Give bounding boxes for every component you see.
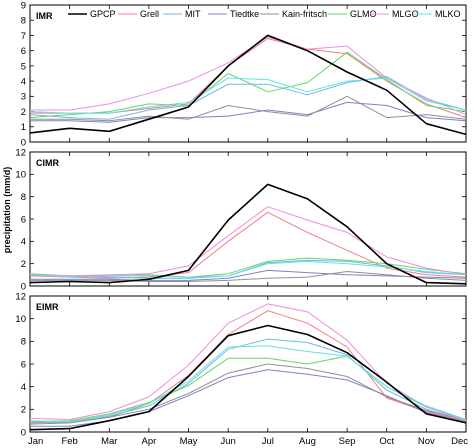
series-line-mlgo-cimr (29, 206, 467, 277)
series-line-glmo-imr (29, 51, 467, 119)
y-tick-label: 10 (15, 314, 26, 325)
series-line-gpcp-eimr (29, 324, 467, 431)
panels: 0123456789IMR024681012CIMR024681012EIMRJ… (15, 0, 468, 447)
x-tick-label: Dec (451, 436, 468, 447)
panel-cimr: 0 2 4 6 8 10 12 CIMR (15, 147, 467, 292)
legend-label: Grell (140, 9, 159, 19)
legend-item-kain-fritsch: Kain-fritsch (260, 9, 327, 19)
y-tick-label: 0 (21, 427, 26, 438)
y-tick-label: 12 (15, 291, 26, 302)
y-tick-label: 4 (21, 77, 26, 88)
y-tick-label: 2 (21, 107, 26, 118)
y-tick-label: 9 (21, 0, 26, 11)
legend-item-glmo: GLMO (328, 9, 377, 19)
y-tick-label: 5 (21, 61, 26, 72)
x-tick-label: Oct (379, 436, 394, 447)
y-tick-label: 0 (21, 281, 26, 292)
y-tick-label: 0 (21, 137, 26, 148)
series-line-kain-fritsch-eimr (29, 363, 467, 425)
legend-item-mit: MIT (163, 9, 201, 19)
legend-label: MLGO (392, 9, 419, 19)
series-line-tiedtke-imr (30, 101, 467, 123)
x-tick-label: Jun (221, 436, 236, 447)
series-line-mlko-cimr (29, 260, 467, 278)
y-tick-label: 6 (21, 46, 26, 57)
panel-frame (29, 295, 467, 433)
panel-imr: 0 1 2 3 4 5 6 7 8 9 IMR (21, 0, 467, 148)
x-tick-label: Nov (418, 436, 435, 447)
legend-item-mlgo: MLGO (370, 9, 419, 19)
series-line-mit-eimr (29, 338, 467, 424)
x-tick-label: Aug (299, 436, 316, 447)
series-line-kain-fritsch-imr (30, 95, 467, 122)
legend-item-mlko: MLKO (413, 9, 461, 19)
y-tick-label: 2 (21, 259, 26, 270)
x-tick-label: Mar (101, 436, 117, 447)
legend-label: Tiedtke (230, 9, 259, 19)
y-tick-label: 6 (21, 359, 26, 370)
series-line-gpcp-cimr (29, 183, 467, 285)
series-line-mlko-imr (29, 77, 467, 114)
x-tick-label: Feb (61, 436, 77, 447)
y-axis-label: precipitation (mm/d) (2, 167, 12, 254)
legend-item-grell: Grell (118, 9, 159, 19)
x-tick-label: Sep (339, 436, 356, 447)
y-tick-label: 7 (21, 31, 26, 42)
panel-title: CIMR (36, 158, 59, 168)
y-tick-label: 4 (21, 237, 26, 248)
legend-label: Kain-fritsch (282, 9, 327, 19)
y-tick-label: 10 (15, 170, 26, 181)
legend-label: GPCP (90, 9, 116, 19)
legend-label: MIT (185, 9, 201, 19)
y-tick-label: 8 (21, 16, 26, 27)
panel-title: IMR (36, 11, 53, 21)
x-tick-label: Jan (28, 436, 43, 447)
y-tick-label: 8 (21, 337, 26, 348)
x-tick-label: May (180, 436, 198, 447)
panel-eimr: 0 2 4 6 8 10 12 EIMR (15, 291, 467, 438)
y-tick-label: 2 (21, 405, 26, 416)
y-tick-label: 12 (15, 147, 26, 158)
legend-item-tiedtke: Tiedtke (208, 9, 259, 19)
x-tick-label: Jul (262, 436, 274, 447)
legend-item-gpcp: GPCP (68, 9, 116, 19)
series-line-tiedtke-cimr (30, 269, 467, 281)
y-tick-label: 6 (21, 214, 26, 225)
panel-title: EIMR (36, 302, 59, 312)
y-tick-label: 1 (21, 122, 26, 133)
series-line-mit-imr (29, 76, 467, 120)
series-line-grell-cimr (29, 211, 467, 279)
y-tick-label: 3 (21, 92, 26, 103)
series-line-kain-fritsch-cimr (30, 271, 467, 282)
x-tick-label: Apr (142, 436, 157, 447)
y-tick-label: 4 (21, 382, 26, 393)
legend-label: MLKO (435, 9, 461, 19)
series-line-gpcp-imr (29, 34, 467, 136)
legend: GPCP Grell MIT Tiedtke Kain-fritsch GLMO MLGO M… (68, 9, 461, 19)
series-line-mlko-eimr (29, 345, 467, 423)
y-tick-label: 8 (21, 192, 26, 203)
legend-label: GLMO (350, 9, 377, 19)
